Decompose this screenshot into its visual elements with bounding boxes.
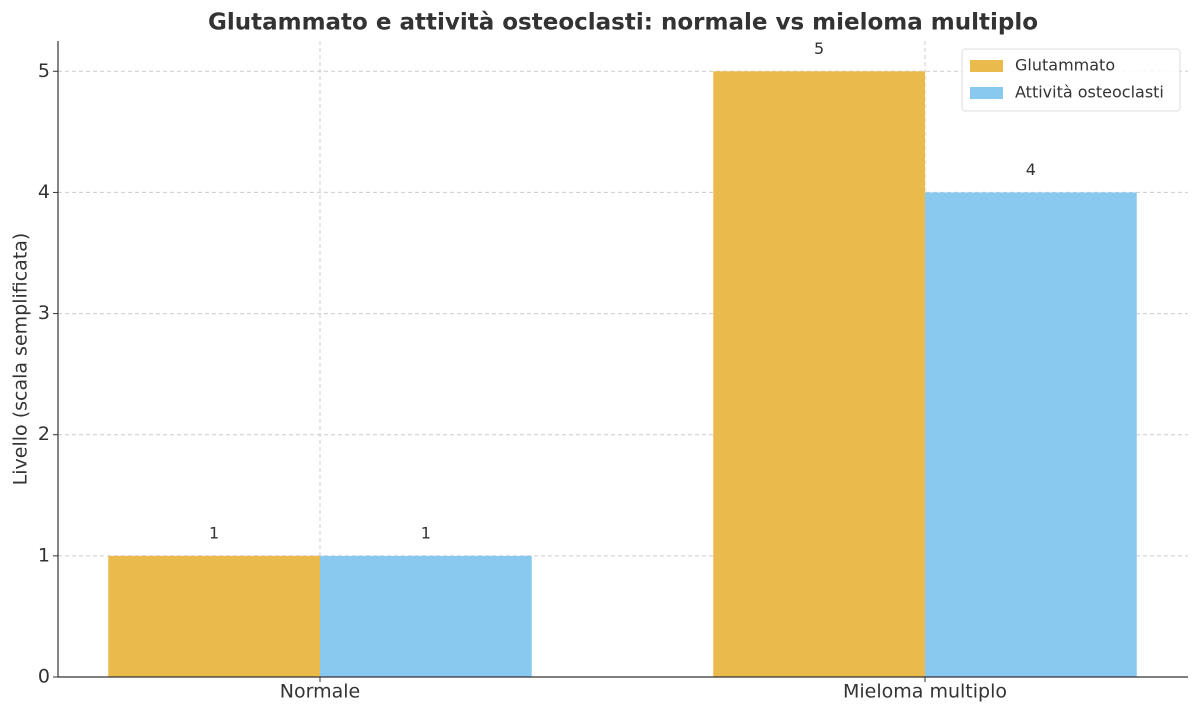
- y-axis-label: Livello (scala semplificata): [10, 233, 32, 486]
- y-tick-label: 3: [38, 302, 50, 324]
- x-tick-label: Normale: [280, 681, 360, 703]
- chart-title: Glutammato e attività osteoclasti: norma…: [208, 10, 1038, 36]
- bar: [925, 192, 1137, 677]
- data-label: 4: [1026, 160, 1036, 179]
- y-tick-label: 0: [38, 666, 50, 688]
- bar: [713, 71, 925, 678]
- legend-box: [961, 48, 1181, 112]
- data-label: 1: [421, 523, 431, 542]
- y-tick-label: 5: [38, 60, 50, 82]
- y-tick-label: 2: [38, 423, 50, 445]
- legend-swatch: [970, 60, 1003, 72]
- legend-label: Glutammato: [1015, 56, 1115, 75]
- data-label: 5: [814, 39, 824, 58]
- y-tick-label: 4: [38, 181, 50, 203]
- data-label: 1: [209, 523, 219, 542]
- bar: [108, 555, 320, 677]
- bar: [320, 555, 532, 677]
- y-tick-label: 1: [38, 544, 50, 566]
- legend-label: Attività osteoclasti: [1015, 83, 1164, 102]
- legend-swatch: [970, 87, 1003, 99]
- x-tick-label: Mieloma multiplo: [843, 681, 1007, 703]
